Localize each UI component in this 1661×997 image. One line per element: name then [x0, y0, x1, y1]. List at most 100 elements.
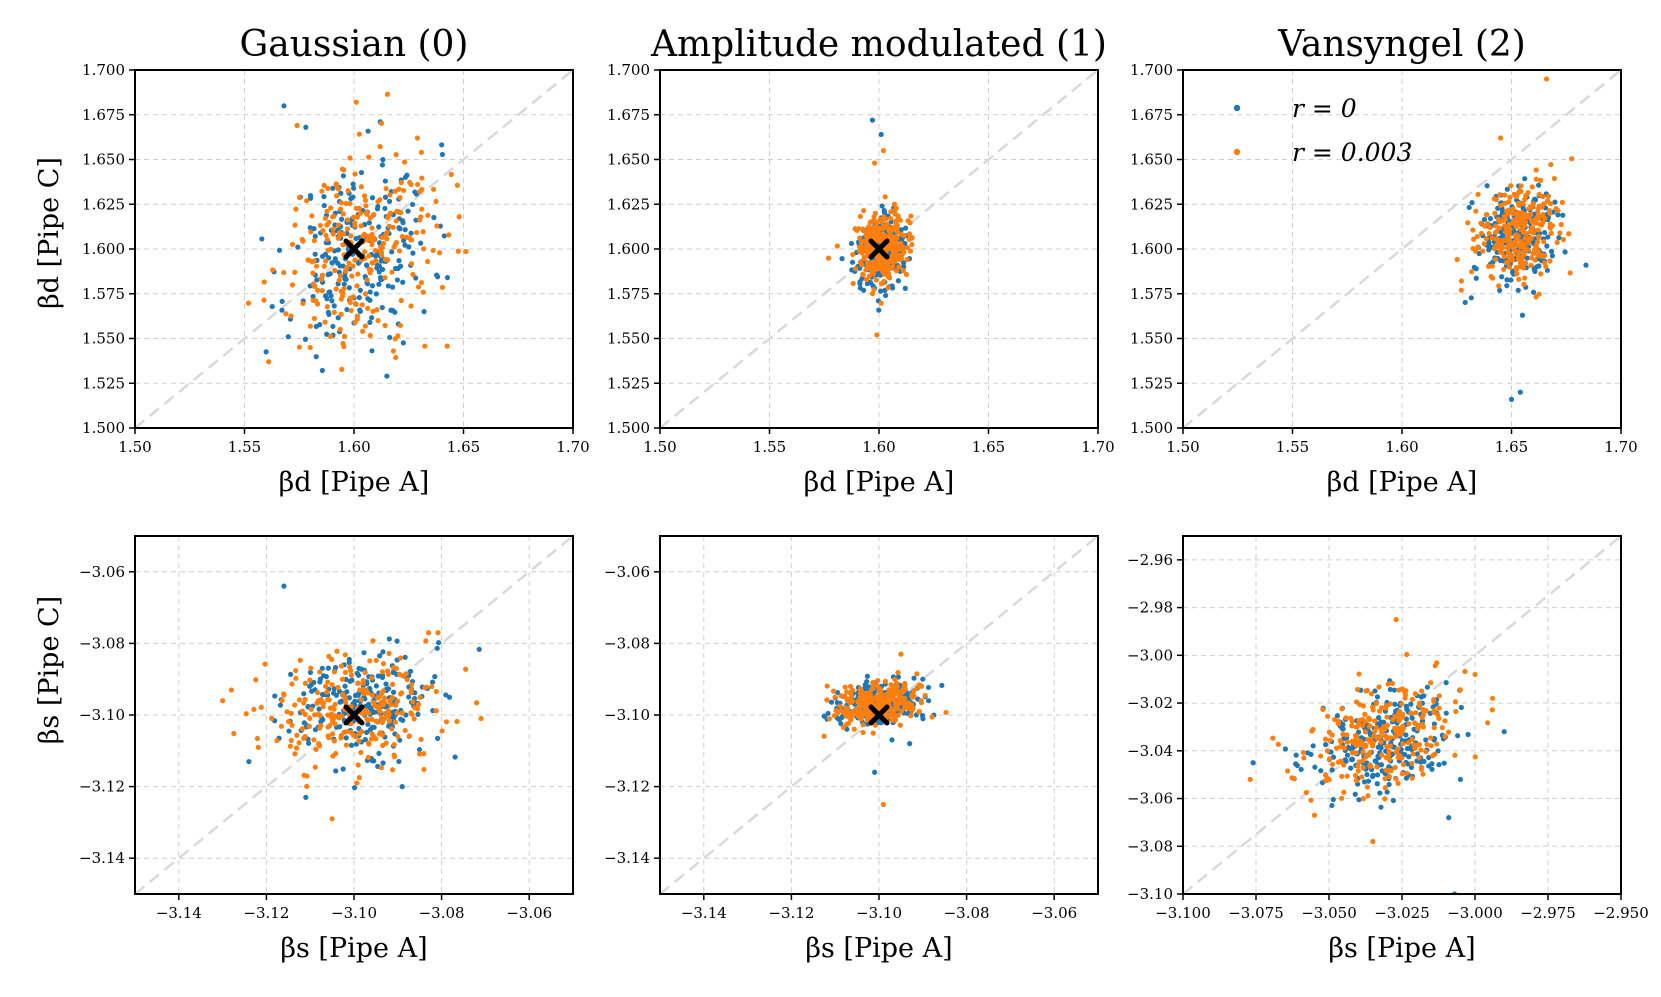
scatter-point	[307, 669, 314, 676]
scatter-point	[1402, 751, 1408, 758]
scatter-point	[1493, 223, 1499, 229]
scatter-point	[386, 650, 392, 657]
scatter-point	[909, 235, 915, 241]
scatter-point	[318, 699, 325, 705]
scatter-point	[1386, 748, 1392, 755]
scatter-point	[389, 269, 395, 275]
scatter-point	[343, 735, 349, 741]
scatter-point	[1373, 700, 1380, 706]
scatter-point	[367, 319, 373, 325]
scatter-point	[1409, 736, 1415, 742]
scatter-point	[363, 687, 369, 693]
scatter-point	[439, 151, 445, 158]
scatter-point	[380, 240, 387, 247]
scatter-point	[858, 716, 864, 722]
scatter-point	[850, 251, 856, 258]
scatter-point	[332, 713, 338, 719]
scatter-point	[327, 333, 334, 339]
scatter-point	[1323, 742, 1329, 748]
scatter-point	[332, 222, 338, 228]
scatter-point	[307, 715, 313, 721]
scatter-point-outlier	[1519, 312, 1526, 318]
scatter-point	[1428, 680, 1434, 686]
scatter-point	[357, 307, 363, 313]
legend-marker-r0003	[1233, 148, 1241, 156]
scatter-point	[898, 240, 904, 246]
scatter-point	[407, 668, 414, 674]
scatter-point	[354, 313, 361, 319]
scatter-point	[319, 272, 326, 278]
scatter-point	[1372, 688, 1378, 694]
scatter-point	[293, 745, 300, 751]
scatter-point	[352, 223, 358, 229]
scatter-point	[383, 185, 389, 192]
scatter-point	[1475, 244, 1481, 250]
scatter-point	[387, 334, 393, 341]
scatter-point	[338, 735, 344, 741]
scatter-point	[926, 698, 932, 704]
scatter-point	[455, 248, 461, 254]
scatter-point	[312, 764, 318, 770]
scatter-point	[320, 717, 326, 723]
scatter-point	[321, 182, 327, 188]
scatter-point	[1303, 789, 1309, 796]
scatter-point	[419, 175, 425, 181]
scatter-point	[304, 773, 310, 779]
scatter-point	[1521, 251, 1527, 257]
scatter-point	[342, 652, 348, 658]
scatter-point	[1521, 260, 1527, 266]
scatter-point	[443, 719, 450, 725]
scatter-point	[1516, 249, 1522, 255]
scatter-point	[333, 286, 339, 292]
scatter-point	[1365, 736, 1371, 743]
scatter-point	[384, 229, 390, 235]
scatter-point	[390, 224, 396, 230]
scatter-point	[1419, 688, 1425, 694]
scatter-point	[909, 241, 915, 248]
scatter-point	[1548, 161, 1554, 168]
scatter-point	[361, 650, 367, 656]
scatter-point	[306, 740, 312, 746]
scatter-point	[399, 710, 405, 716]
scatter-point	[279, 298, 285, 304]
x-tick-label: 1.65	[1495, 438, 1528, 456]
scatter-point	[1349, 756, 1356, 763]
scatter-point	[414, 181, 421, 188]
scatter-point	[839, 256, 845, 262]
scatter-point	[1334, 713, 1341, 719]
scatter-point	[311, 315, 317, 322]
scatter-point	[302, 336, 309, 342]
scatter-point	[1329, 761, 1336, 767]
scatter-point	[311, 238, 317, 244]
scatter-point	[1524, 255, 1530, 261]
scatter-point	[1458, 278, 1464, 284]
scatter-point	[1392, 734, 1398, 740]
scatter-point	[1505, 226, 1511, 232]
scatter-point	[370, 308, 376, 314]
scatter-point	[269, 715, 275, 722]
scatter-point	[365, 754, 371, 761]
scatter-point	[1544, 243, 1550, 249]
scatter-point	[307, 225, 313, 231]
scatter-point	[874, 262, 880, 268]
scatter-point	[333, 768, 339, 774]
scatter-point	[320, 228, 326, 234]
scatter-point	[857, 235, 863, 241]
scatter-point	[1388, 768, 1394, 774]
scatter-point	[1393, 776, 1399, 782]
scatter-point	[1501, 254, 1507, 260]
scatter-point	[1370, 707, 1376, 713]
scatter-point	[1329, 802, 1335, 809]
scatter-point	[1434, 741, 1440, 747]
scatter-point	[1364, 687, 1370, 694]
scatter-point	[437, 250, 443, 256]
scatter-point	[386, 198, 393, 204]
scatter-point-outlier	[303, 794, 309, 800]
scatter-point	[885, 243, 891, 249]
scatter-point	[849, 687, 856, 693]
scatter-point	[1310, 743, 1316, 749]
scatter-point	[366, 710, 372, 716]
scatter-point	[379, 669, 386, 675]
series-r0003	[245, 91, 469, 373]
scatter-point	[1493, 229, 1499, 235]
